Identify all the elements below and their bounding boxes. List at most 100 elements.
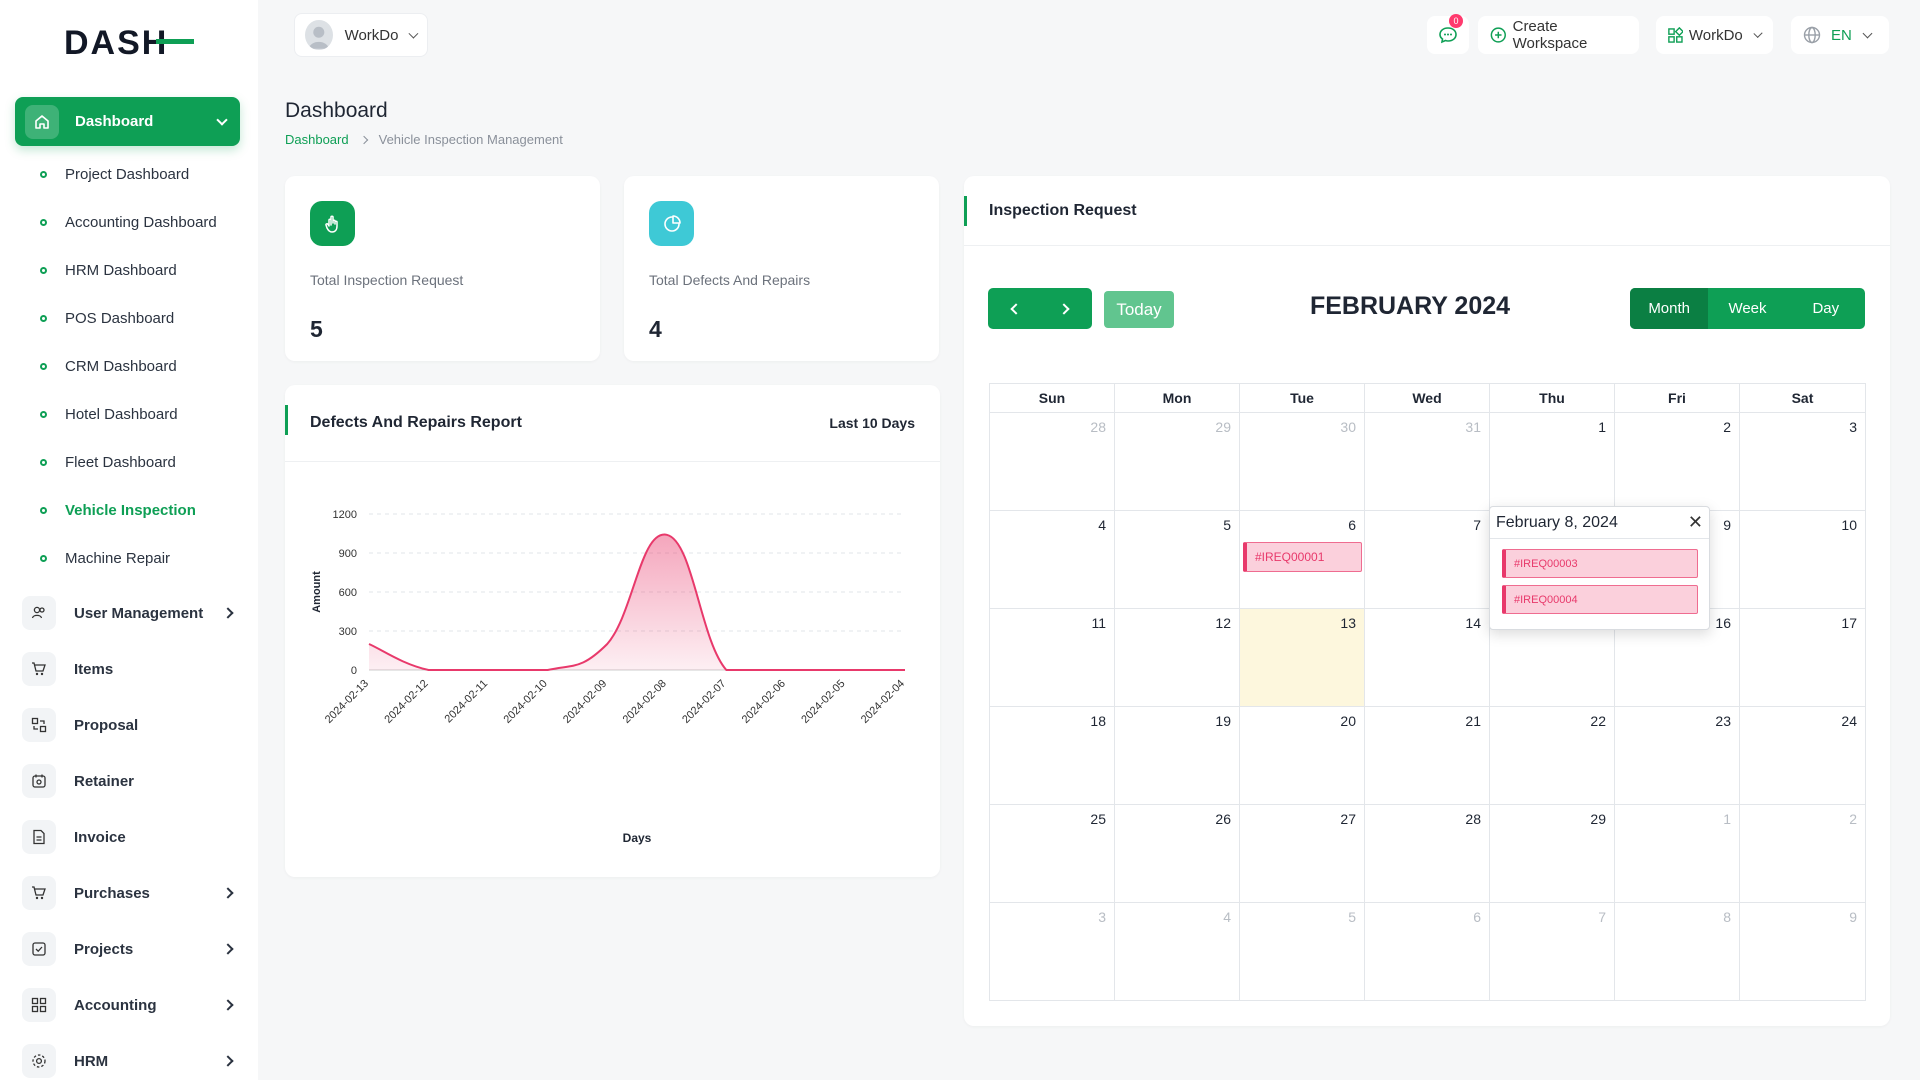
day-number: 5 (1223, 517, 1231, 533)
sidebar-subitem[interactable]: POS Dashboard (0, 294, 258, 342)
day-number: 12 (1215, 615, 1231, 631)
user-selector[interactable]: WorkDo (294, 13, 428, 57)
create-workspace-button[interactable]: Create Workspace (1478, 16, 1639, 54)
sidebar-item[interactable]: Accounting (0, 977, 258, 1033)
chevron-right-icon (222, 943, 234, 955)
calendar-day-cell[interactable]: 17 (1740, 608, 1865, 706)
globe-icon (1803, 26, 1821, 44)
calendar-day-cell[interactable]: 6 (1365, 902, 1490, 1000)
sidebar-subitem-label: Accounting Dashboard (65, 213, 217, 231)
notification-button[interactable]: 0 (1427, 14, 1469, 54)
calendar-event[interactable]: #IREQ00001 (1243, 542, 1362, 572)
calendar-day-cell[interactable]: 20 (1240, 706, 1365, 804)
day-number: 7 (1473, 517, 1481, 533)
calendar-day-cell[interactable]: 1 (1615, 804, 1740, 902)
calendar-day-cell[interactable]: 14 (1365, 608, 1490, 706)
calendar-day-cell[interactable]: 30 (1240, 412, 1365, 510)
sidebar-item[interactable]: Projects (0, 921, 258, 977)
calendar-day-cell[interactable]: 25 (990, 804, 1115, 902)
day-number: 18 (1090, 713, 1106, 729)
calendar-day-cell[interactable]: 28 (1365, 804, 1490, 902)
calendar-day-cell[interactable]: 4 (990, 510, 1115, 608)
calendar-day-cell[interactable]: 19 (1115, 706, 1240, 804)
calendar-day-cell[interactable]: 26 (1115, 804, 1240, 902)
today-button[interactable]: Today (1104, 291, 1174, 328)
calendar-day-cell[interactable]: 11 (990, 608, 1115, 706)
calendar-day-cell[interactable]: 28 (990, 412, 1115, 510)
dot-icon (40, 362, 47, 370)
calendar-day-cell[interactable]: 8 (1615, 902, 1740, 1000)
popover-event[interactable]: #IREQ00004 (1502, 585, 1698, 614)
sidebar-item[interactable]: HRM (0, 1033, 258, 1080)
day-number: 31 (1465, 419, 1481, 435)
calendar-day-cell[interactable]: 24 (1740, 706, 1865, 804)
dash-logo[interactable]: DASH (64, 24, 194, 58)
calendar-day-cell[interactable]: 18 (990, 706, 1115, 804)
calendar-day-cell[interactable]: 5 (1240, 902, 1365, 1000)
breadcrumb-link-dashboard[interactable]: Dashboard (285, 132, 349, 147)
sidebar-subitem[interactable]: Accounting Dashboard (0, 198, 258, 246)
calendar-day-cell[interactable]: 13 (1240, 608, 1365, 706)
calendar-day-cell[interactable]: 5 (1115, 510, 1240, 608)
calendar-day-cell[interactable]: 2 (1740, 804, 1865, 902)
sidebar-item-label: Invoice (74, 828, 126, 846)
language-code: EN (1831, 26, 1852, 44)
sidebar-item[interactable]: Proposal (0, 697, 258, 753)
sidebar-item[interactable]: Items (0, 641, 258, 697)
x-tick-label: 2024-02-07 (680, 678, 728, 726)
sidebar-item[interactable]: Invoice (0, 809, 258, 865)
calendar-day-cell[interactable]: 3 (990, 902, 1115, 1000)
sidebar-subitem[interactable]: Vehicle Inspection (0, 486, 258, 534)
calendar-day-cell[interactable]: 21 (1365, 706, 1490, 804)
calendar-day-cell[interactable]: 29 (1490, 804, 1615, 902)
calendar-day-cell[interactable]: 1 (1490, 412, 1615, 510)
calendar-day-cell[interactable]: 3 (1740, 412, 1865, 510)
prev-month-button[interactable] (988, 288, 1040, 329)
sidebar-subitem[interactable]: HRM Dashboard (0, 246, 258, 294)
popover-event[interactable]: #IREQ00003 (1502, 549, 1698, 578)
view-day-button[interactable]: Day (1812, 300, 1840, 317)
series-line (368, 533, 905, 672)
sidebar-item[interactable]: Retainer (0, 753, 258, 809)
view-week-button[interactable]: Week (1728, 300, 1767, 317)
calendar-day-cell[interactable]: 12 (1115, 608, 1240, 706)
sidebar-item[interactable]: Purchases (0, 865, 258, 921)
sidebar-subitem[interactable]: Hotel Dashboard (0, 390, 258, 438)
calendar-day-cell[interactable]: 10 (1740, 510, 1865, 608)
area-fill (369, 534, 905, 670)
dot-icon (40, 506, 47, 514)
day-number: 24 (1841, 713, 1857, 729)
report-range[interactable]: Last 10 Days (829, 415, 915, 431)
next-month-button[interactable] (1040, 288, 1092, 329)
sidebar-item-dashboard[interactable]: Dashboard (15, 97, 240, 146)
workspace-selector[interactable]: WorkDo (1656, 16, 1773, 54)
sidebar-subitem[interactable]: Machine Repair (0, 534, 258, 582)
sidebar-subitem[interactable]: CRM Dashboard (0, 342, 258, 390)
calendar-day-cell[interactable]: 6 (1240, 510, 1365, 608)
day-number: 2 (1849, 811, 1857, 827)
language-selector[interactable]: EN (1791, 16, 1889, 54)
view-month-button[interactable]: Month (1630, 288, 1709, 329)
x-tick-label: 2024-02-04 (859, 678, 907, 726)
sidebar-item[interactable]: User Management (0, 585, 258, 641)
calendar-day-cell[interactable]: 23 (1615, 706, 1740, 804)
calendar-day-cell[interactable]: 29 (1115, 412, 1240, 510)
day-number: 27 (1340, 811, 1356, 827)
day-number: 9 (1849, 909, 1857, 925)
sidebar-subitem[interactable]: Project Dashboard (0, 150, 258, 198)
calendar-day-cell[interactable]: 31 (1365, 412, 1490, 510)
day-number: 3 (1849, 419, 1857, 435)
close-icon[interactable]: ✕ (1687, 512, 1703, 532)
calendar-day-cell[interactable]: 9 (1740, 902, 1865, 1000)
calendar-day-cell[interactable]: 2 (1615, 412, 1740, 510)
sidebar-subitem[interactable]: Fleet Dashboard (0, 438, 258, 486)
chevron-right-icon (1058, 302, 1070, 315)
calendar-day-cell[interactable]: 22 (1490, 706, 1615, 804)
calendar-day-cell[interactable]: 7 (1490, 902, 1615, 1000)
sidebar-subitem-label: CRM Dashboard (65, 357, 177, 375)
calendar-day-cell[interactable]: 7 (1365, 510, 1490, 608)
calendar-day-cell[interactable]: 4 (1115, 902, 1240, 1000)
day-number: 11 (1091, 615, 1106, 631)
sidebar-subitem-label: Project Dashboard (65, 165, 190, 183)
calendar-day-cell[interactable]: 27 (1240, 804, 1365, 902)
